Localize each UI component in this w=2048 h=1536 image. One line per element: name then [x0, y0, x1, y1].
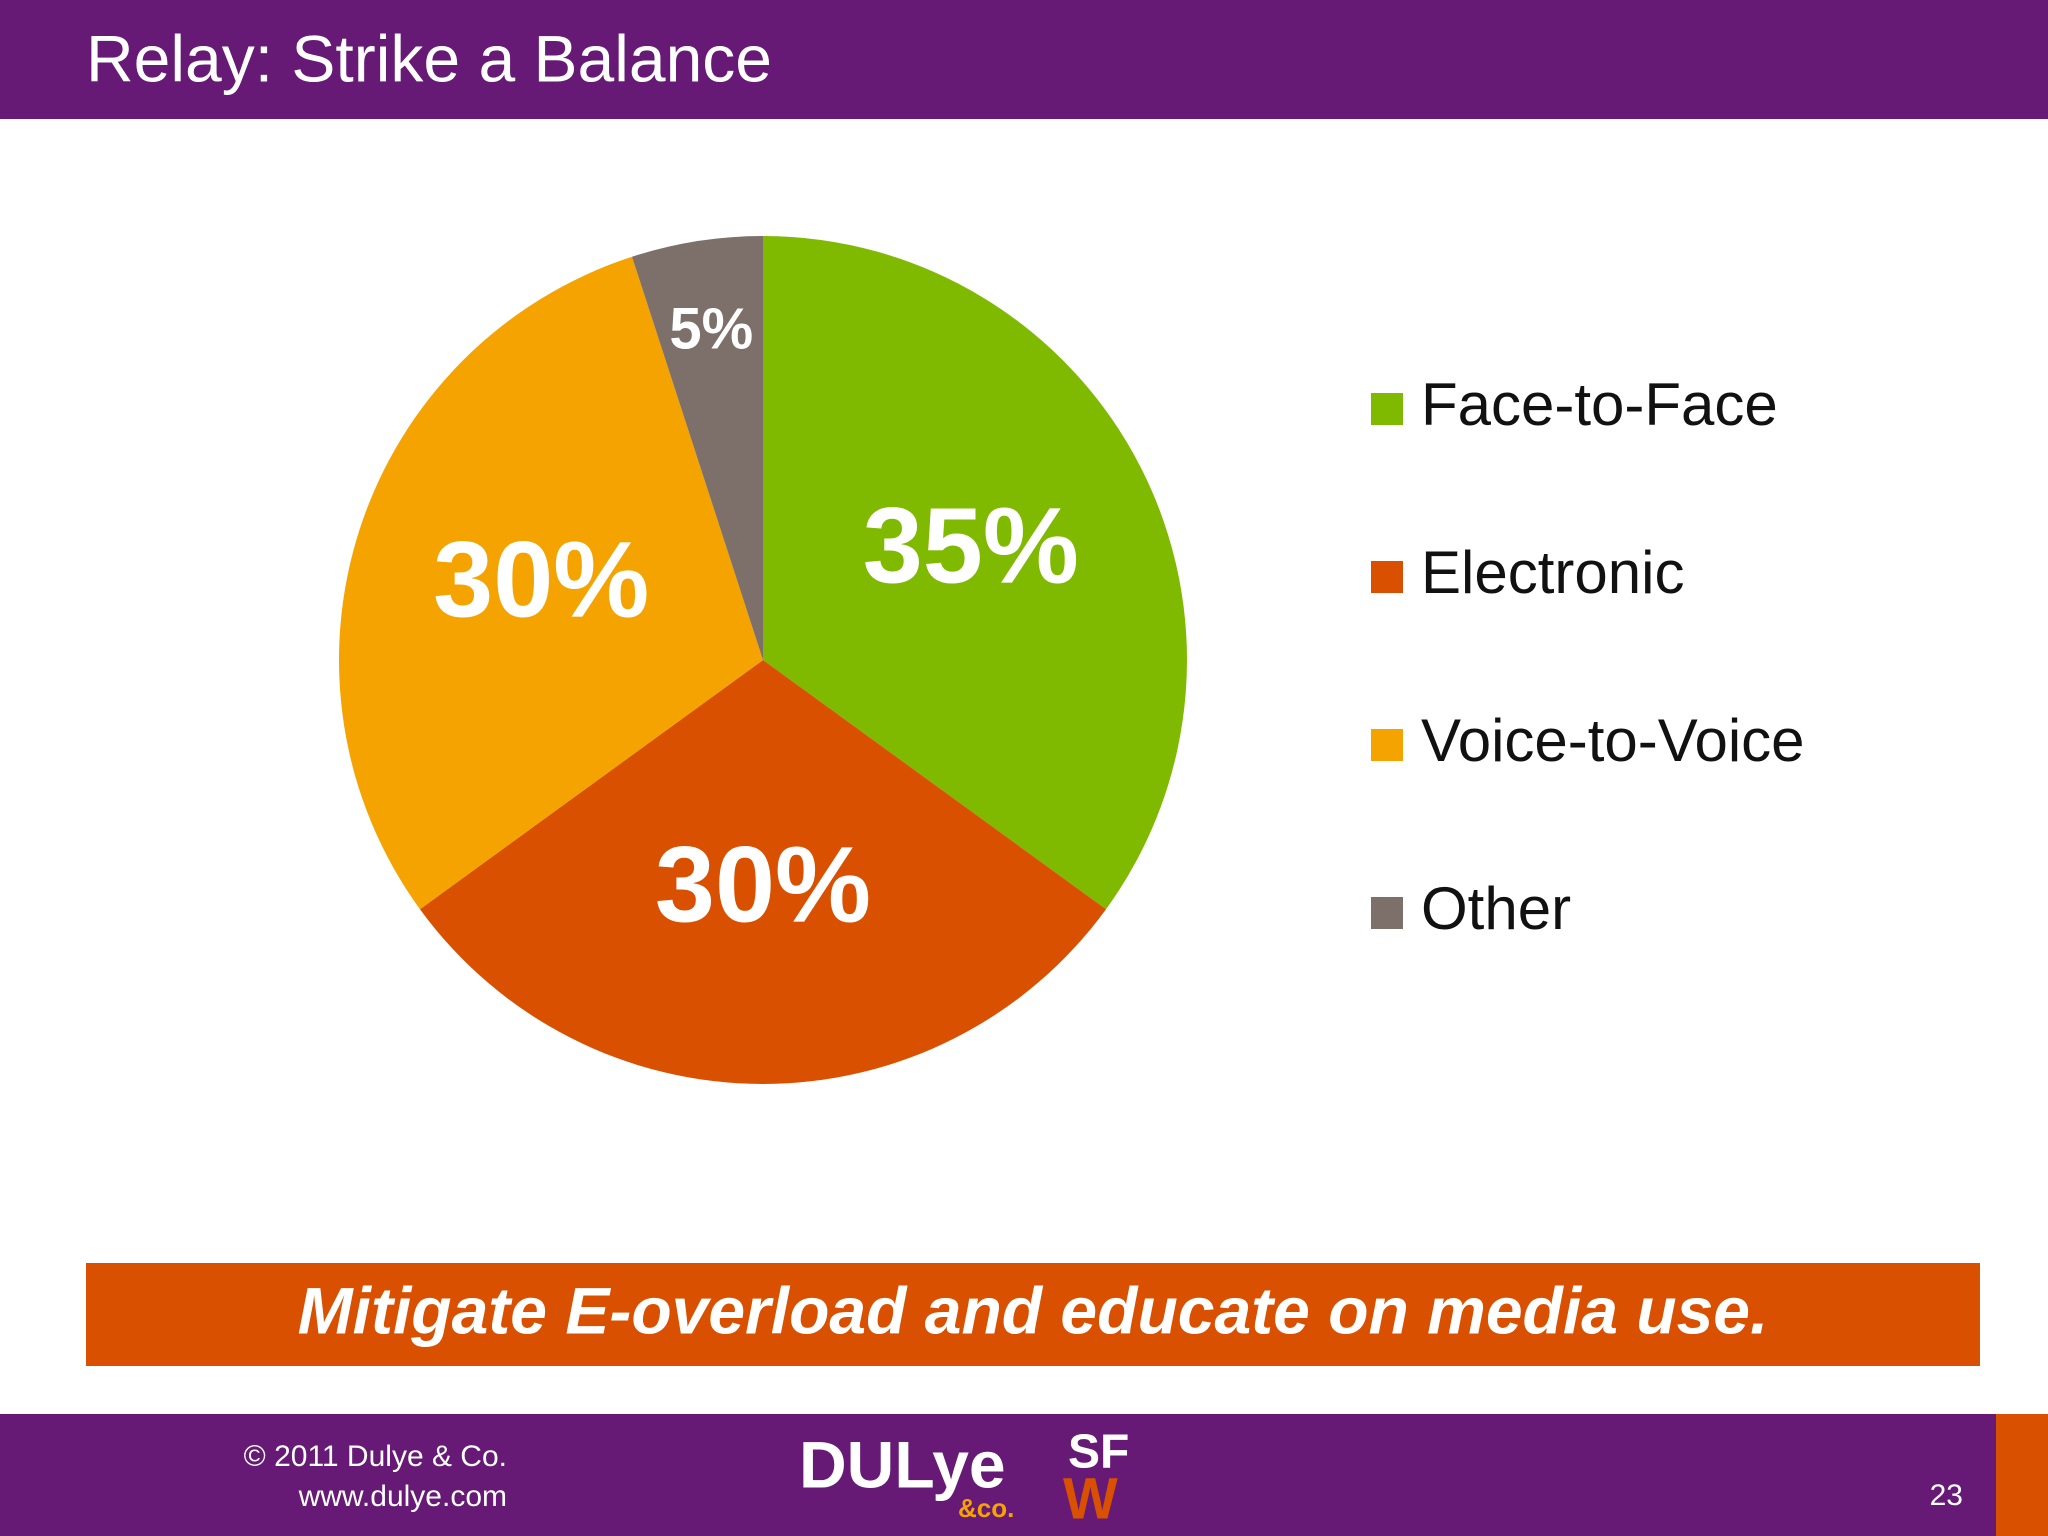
slice-label: 5%: [669, 297, 753, 362]
legend-label: Electronic: [1421, 539, 1684, 606]
logo-sub: &co.: [958, 1493, 1014, 1523]
footer-accent: [1996, 1414, 2048, 1536]
pie-slice: [419, 660, 1107, 1085]
legend-label: Voice-to-Voice: [1421, 707, 1805, 774]
slice-label: 35%: [863, 485, 1079, 606]
legend-swatch: [1371, 729, 1403, 761]
footer-bar: [0, 1414, 2048, 1536]
pie-slice: [763, 236, 1187, 910]
slide-title: Relay: Strike a Balance: [86, 21, 772, 95]
legend-label: Other: [1421, 875, 1571, 942]
url: www.dulye.com: [298, 1480, 507, 1513]
header-bar: [0, 0, 2048, 119]
pie-slice: [339, 256, 763, 910]
legend-swatch: [1371, 393, 1403, 425]
copyright: © 2011 Dulye & Co.: [244, 1440, 507, 1473]
pie-slice: [631, 236, 763, 660]
banner: [86, 1263, 1980, 1366]
pie-chart: 35% 30% 30% 5% Face-to-Face Electronic Voice-t…: [339, 236, 1805, 1085]
logo2-bottom: W: [1063, 1466, 1118, 1531]
slice-label: 30%: [433, 518, 649, 639]
banner-text: Mitigate E-overload and educate on media…: [298, 1273, 1769, 1347]
slice-label: 30%: [655, 824, 871, 945]
legend-swatch: [1371, 897, 1403, 929]
logo2-top: SF: [1068, 1426, 1129, 1479]
logo: DULye: [799, 1427, 1006, 1501]
legend-swatch: [1371, 561, 1403, 593]
page-number: 23: [1930, 1479, 1963, 1512]
legend-label: Face-to-Face: [1421, 371, 1778, 438]
